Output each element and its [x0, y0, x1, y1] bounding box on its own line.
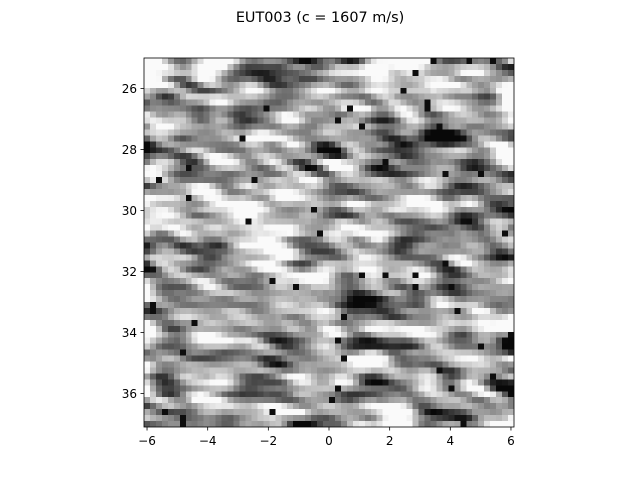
- y-tick-label: 36: [122, 387, 137, 401]
- y-axis: 26 28 30 32 34 36: [122, 82, 144, 401]
- y-tick-label: 34: [122, 326, 137, 340]
- y-tick-label: 30: [122, 204, 137, 218]
- x-axis: −6 −4 −2 0 2 4 6: [138, 427, 515, 448]
- heatmap-image: [144, 58, 514, 427]
- x-tick-label: −2: [259, 434, 277, 448]
- x-tick-label: 0: [325, 434, 333, 448]
- plot-area: [143, 57, 515, 428]
- y-tick-label: 28: [122, 143, 137, 157]
- x-tick-label: 2: [386, 434, 394, 448]
- x-tick-label: 6: [507, 434, 515, 448]
- x-tick-label: 4: [446, 434, 454, 448]
- x-tick-label: −6: [138, 434, 156, 448]
- y-tick-label: 26: [122, 82, 137, 96]
- x-tick-label: −4: [199, 434, 217, 448]
- y-tick-label: 32: [122, 265, 137, 279]
- chart-title: EUT003 (c = 1607 m/s): [236, 10, 404, 26]
